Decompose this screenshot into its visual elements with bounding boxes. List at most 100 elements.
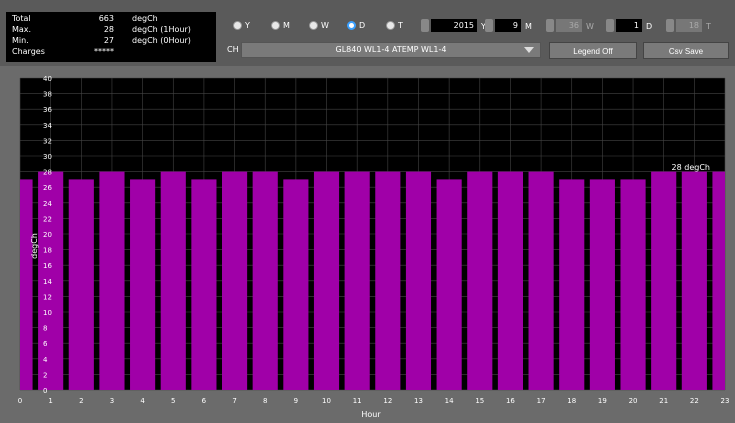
bar <box>405 171 432 390</box>
bar <box>68 179 94 390</box>
x-tick-label: 22 <box>690 397 699 405</box>
bar <box>221 171 248 390</box>
week-unit: W <box>586 22 594 31</box>
header-panel: Total 663 degCh Max. 28 degCh (1Hour) Mi… <box>0 0 735 66</box>
radio-month[interactable]: M <box>271 20 290 32</box>
channel-value: GL840 WL1-4 ATEMP WL1-4 <box>335 45 447 54</box>
week-input: 36 <box>556 19 582 32</box>
x-tick-label: 1 <box>48 397 52 405</box>
x-axis-label: Hour <box>361 410 381 419</box>
y-tick-label: 6 <box>43 340 48 348</box>
year-input[interactable]: 2015 <box>431 19 477 32</box>
t-unit: T <box>706 22 711 31</box>
bar <box>99 171 125 390</box>
y-tick-label: 10 <box>43 309 52 317</box>
y-tick-label: 22 <box>43 215 52 223</box>
x-tick-label: 3 <box>110 397 114 405</box>
x-tick-label: 5 <box>171 397 175 405</box>
year-stepper[interactable]: 2015 Y <box>421 18 489 33</box>
y-tick-label: 30 <box>43 153 52 161</box>
max-label: Max. <box>12 25 32 34</box>
x-tick-label: 20 <box>629 397 638 405</box>
y-tick-label: 12 <box>43 293 52 301</box>
day-unit: D <box>646 22 653 31</box>
total-unit: degCh <box>132 14 158 23</box>
y-tick-label: 20 <box>43 231 52 239</box>
day-stepper[interactable]: 1 D <box>606 18 656 33</box>
total-label: Total <box>12 14 31 23</box>
t-stepper: 18 T <box>666 18 716 33</box>
min-row: Min. 27 degCh (0Hour) <box>12 36 212 46</box>
radio-selected-icon <box>347 21 356 30</box>
charges-value: ***** <box>94 47 114 56</box>
spinner-icon[interactable] <box>421 19 429 32</box>
y-tick-label: 14 <box>43 278 52 286</box>
radio-icon <box>386 21 395 30</box>
x-tick-label: 0 <box>18 397 22 405</box>
x-tick-label: 15 <box>475 397 484 405</box>
y-tick-label: 16 <box>43 262 52 270</box>
spinner-icon[interactable] <box>606 19 614 32</box>
csv-save-button[interactable]: Csv Save <box>643 42 729 59</box>
y-tick-label: 2 <box>43 371 47 379</box>
bar <box>436 179 462 390</box>
spinner-icon[interactable] <box>485 19 493 32</box>
spinner-icon <box>666 19 674 32</box>
channel-select[interactable]: GL840 WL1-4 ATEMP WL1-4 <box>241 42 541 58</box>
bars <box>20 171 725 390</box>
x-tick-label: 13 <box>414 397 423 405</box>
bar <box>589 179 615 390</box>
x-tick-label: 21 <box>659 397 668 405</box>
dropdown-arrow-icon[interactable] <box>524 47 534 53</box>
month-stepper[interactable]: 9 M <box>485 18 535 33</box>
y-tick-label: 28 <box>43 169 52 177</box>
radio-icon <box>233 21 242 30</box>
bar <box>497 171 524 390</box>
controls-panel: Y M W D T 2015 Y 9 M 36 W 1 D 18 T <box>221 12 730 64</box>
x-tick-label: 23 <box>721 397 730 405</box>
bar <box>191 179 217 390</box>
x-tick-label: 7 <box>232 397 236 405</box>
y-axis-label: degCh <box>30 233 39 259</box>
x-tick-label: 18 <box>567 397 576 405</box>
bar <box>313 171 340 390</box>
bar <box>528 171 554 390</box>
week-stepper: 36 W <box>546 18 596 33</box>
total-row: Total 663 degCh <box>12 14 212 24</box>
y-tick-label: 36 <box>43 106 52 114</box>
bar <box>38 171 64 390</box>
legend-off-button[interactable]: Legend Off <box>549 42 637 59</box>
year-unit: Y <box>481 22 486 31</box>
bar <box>375 171 401 390</box>
y-tick-label: 34 <box>43 122 52 130</box>
radio-week[interactable]: W <box>309 20 329 32</box>
radio-day[interactable]: D <box>347 20 365 32</box>
x-tick-label: 12 <box>383 397 392 405</box>
radio-t[interactable]: T <box>386 20 403 32</box>
day-input[interactable]: 1 <box>616 19 642 32</box>
min-unit: degCh (0Hour) <box>132 36 191 45</box>
channel-label: CH <box>227 45 239 54</box>
radio-label: D <box>359 21 366 30</box>
y-tick-label: 8 <box>43 325 47 333</box>
grid-lines <box>19 77 726 391</box>
radio-label: M <box>283 21 290 30</box>
radio-year[interactable]: Y <box>233 20 250 32</box>
bar <box>651 171 677 390</box>
bar <box>712 171 725 390</box>
charges-row: Charges ***** <box>12 47 212 57</box>
min-label: Min. <box>12 36 29 45</box>
x-tick-label: 14 <box>445 397 454 405</box>
total-value: 663 <box>98 14 114 23</box>
radio-icon <box>309 21 318 30</box>
y-tick-label: 38 <box>43 91 52 99</box>
bar <box>620 179 646 390</box>
month-input[interactable]: 9 <box>495 19 521 32</box>
x-tick-label: 16 <box>506 397 515 405</box>
x-tick-label: 9 <box>294 397 298 405</box>
bar <box>252 171 278 390</box>
max-row: Max. 28 degCh (1Hour) <box>12 25 212 35</box>
x-tick-label: 10 <box>322 397 331 405</box>
